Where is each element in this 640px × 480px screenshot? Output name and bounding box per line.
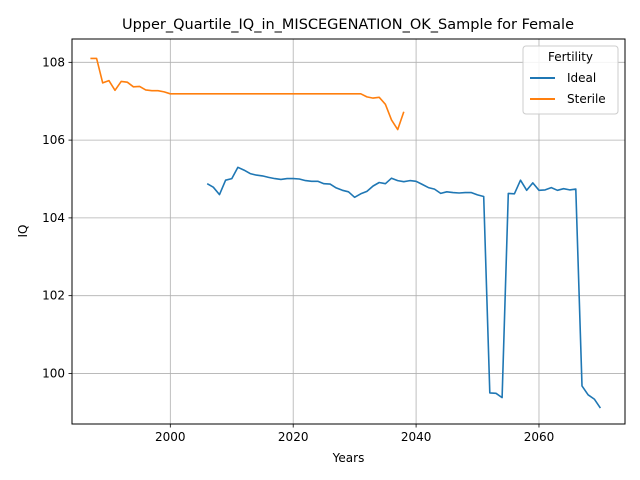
ticks: 2000 2020 2040 2060 100 102 104 106 108 — [42, 55, 554, 444]
legend: Fertility Ideal Sterile — [522, 45, 619, 115]
series-line-ideal — [206, 166, 602, 409]
x-tick-label: 2040 — [401, 430, 432, 444]
y-tick-label: 108 — [42, 55, 65, 69]
x-tick-label: 2000 — [155, 430, 186, 444]
y-axis-label: IQ — [16, 225, 30, 238]
x-axis-label: Years — [332, 451, 365, 465]
y-tick-label: 102 — [42, 289, 65, 303]
legend-label-sterile: Sterile — [567, 92, 606, 106]
y-tick-label: 104 — [42, 211, 65, 225]
legend-label-ideal: Ideal — [567, 71, 596, 85]
y-tick-label: 106 — [42, 133, 65, 147]
series-lines — [90, 57, 602, 409]
legend-title: Fertility — [548, 50, 593, 64]
plot-frame — [71, 38, 626, 425]
y-tick-label: 100 — [42, 366, 65, 380]
legend-box — [522, 45, 619, 115]
x-tick-label: 2060 — [524, 430, 555, 444]
series-line-sterile — [90, 57, 405, 131]
chart-title: Upper_Quartile_IQ_in_MISCEGENATION_OK_Sa… — [122, 17, 574, 33]
x-tick-label: 2020 — [278, 430, 309, 444]
